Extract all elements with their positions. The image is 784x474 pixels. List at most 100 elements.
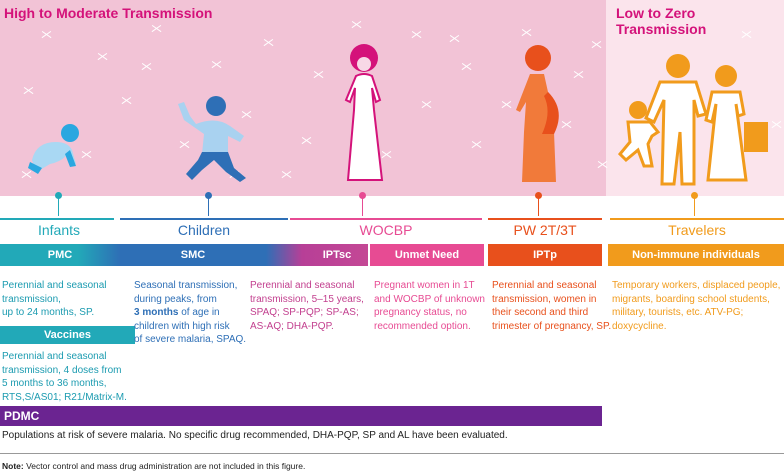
smc-line: children with high risk	[134, 320, 230, 332]
unmet-line: recommended option.	[374, 320, 471, 332]
mosquito-icon	[120, 96, 132, 106]
travelers-rule	[610, 218, 784, 220]
mosquito-icon	[460, 62, 472, 72]
iptsc-line: transmission, 5–15 years,	[250, 293, 364, 305]
unmet-need-description: Pregnant women in 1T and WOCBP of unknow…	[374, 279, 485, 333]
travelers-line: migrants, boarding school students,	[612, 293, 770, 305]
mosquito-icon	[448, 34, 460, 44]
iptp-line: Perennial and seasonal	[492, 280, 597, 291]
children-pin-dot	[205, 192, 212, 199]
pmc-line: Perennial and seasonal	[2, 280, 107, 291]
pw-pin-dot	[535, 192, 542, 199]
iptsc-description: Perennial and seasonal transmission, 5–1…	[250, 279, 364, 333]
mosquito-icon	[300, 136, 312, 146]
pregnant-woman-icon	[516, 45, 559, 182]
travelers-line: military, tourists, etc. ATV-PG; doxycyc…	[612, 307, 744, 332]
smc-label: SMC	[180, 249, 206, 261]
mosquito-icon	[572, 70, 584, 80]
children-pin-stem	[208, 196, 209, 216]
unmet-line: and WOCBP of unknown	[374, 293, 485, 305]
mosquito-icon	[210, 60, 222, 70]
woman-icon	[344, 44, 384, 181]
smc-line-rest: of age in	[178, 307, 220, 318]
travelers-description: Temporary workers, displaced people, mig…	[612, 279, 784, 333]
group-pw: PW 2T/3T	[513, 222, 577, 238]
group-children: Children	[177, 222, 231, 238]
vaccines-description: Perennial and seasonal transmission, 4 d…	[2, 350, 127, 404]
nonimmune-bar: Non-immune individuals	[608, 244, 784, 266]
smc-line: during peaks, from	[134, 293, 217, 305]
vaccines-label: Vaccines	[43, 329, 92, 341]
pdmc-bar: PDMC	[0, 406, 602, 426]
footnote: Note: Vector control and mass drug admin…	[2, 461, 305, 471]
infants-rule	[0, 218, 114, 220]
iptsc-line: SPAQ; SP-PQP; SP-AS;	[250, 307, 359, 318]
mosquito-icon	[312, 70, 324, 80]
wocbp-rule	[290, 218, 482, 220]
smc-line: of severe malaria, SPAQ.	[134, 334, 247, 345]
iptsc-line: Perennial and seasonal	[250, 280, 355, 291]
high-transmission-band	[0, 0, 606, 196]
iptsc-label: IPTsc	[322, 249, 352, 261]
note-label: Note:	[2, 461, 24, 471]
mosquito-icon	[22, 86, 34, 96]
pmc-description: Perennial and seasonal transmission, up …	[2, 279, 107, 320]
iptp-line: trimester of pregnancy, SP.	[492, 320, 612, 332]
iptsc-line: AS-AQ; DHA-PQP.	[250, 320, 334, 332]
children-rule	[120, 218, 288, 220]
note-text: Vector control and mass drug administrat…	[23, 461, 306, 471]
mosquito-icon	[140, 62, 152, 72]
mosquito-icon	[420, 100, 432, 110]
iptp-description: Perennial and seasonal transmission, wom…	[492, 279, 611, 333]
family-travelers-icon	[617, 54, 768, 186]
group-wocbp: WOCBP	[359, 222, 413, 238]
unmet-line: pregnancy status, no	[374, 307, 467, 318]
note-divider	[0, 453, 784, 454]
smc-line: Seasonal transmission,	[134, 280, 238, 291]
travelers-pin-stem	[694, 196, 695, 216]
iptp-line: their second and third	[492, 307, 589, 318]
mosquito-icon	[350, 20, 362, 30]
mosquito-icon	[40, 30, 52, 40]
mosquito-icon	[280, 170, 292, 180]
pw-rule	[488, 218, 602, 220]
iptp-line: transmission, women in	[492, 293, 597, 305]
pw-pin-stem	[538, 196, 539, 216]
vaccines-bar: Vaccines	[0, 326, 135, 344]
smc-bar: SMC	[120, 244, 266, 266]
pmc-line: transmission,	[2, 293, 61, 305]
pdmc-label: PDMC	[4, 409, 40, 423]
iptsc-bar: IPTsc	[266, 244, 368, 266]
vaccines-line: 5 months to 36 months,	[2, 378, 107, 389]
smc-description: Seasonal transmission, during peaks, fro…	[134, 279, 246, 347]
unmet-need-bar: Unmet Need	[370, 244, 484, 266]
group-travelers: Travelers	[668, 222, 726, 238]
low-transmission-title: Low to Zero Transmission	[616, 5, 707, 37]
infants-pin-stem	[58, 196, 59, 216]
nonimmune-label: Non-immune individuals	[632, 249, 760, 261]
unmet-line: Pregnant women in 1T	[374, 280, 475, 291]
iptp-label: IPTp	[533, 249, 557, 261]
pdmc-description: Populations at risk of severe malaria. N…	[2, 430, 508, 441]
pmc-label: PMC	[47, 249, 73, 261]
vaccines-line: RTS,S/AS01; R21/Matrix-M.	[2, 391, 127, 403]
wocbp-pin-dot	[359, 192, 366, 199]
mosquito-icon	[150, 24, 162, 34]
baby-icon	[28, 124, 79, 174]
unmet-need-label: Unmet Need	[394, 249, 460, 261]
mosquito-icon	[410, 30, 422, 40]
infants-pin-dot	[55, 192, 62, 199]
mosquito-icon	[262, 38, 274, 48]
pmc-bar: PMC	[0, 244, 120, 266]
wocbp-pin-stem	[362, 196, 363, 216]
iptp-bar: IPTp	[488, 244, 602, 266]
vaccines-line: transmission, 4 doses from	[2, 364, 122, 376]
mosquito-icon	[470, 140, 482, 150]
pmc-line: up to 24 months, SP.	[2, 307, 95, 318]
smc-line: 3 months of age in	[134, 306, 246, 320]
mosquito-icon	[96, 52, 108, 62]
smc-age-emphasis: 3 months	[134, 307, 179, 318]
mosquito-icon	[590, 40, 602, 50]
travelers-pin-dot	[691, 192, 698, 199]
vaccines-line: Perennial and seasonal	[2, 351, 107, 362]
